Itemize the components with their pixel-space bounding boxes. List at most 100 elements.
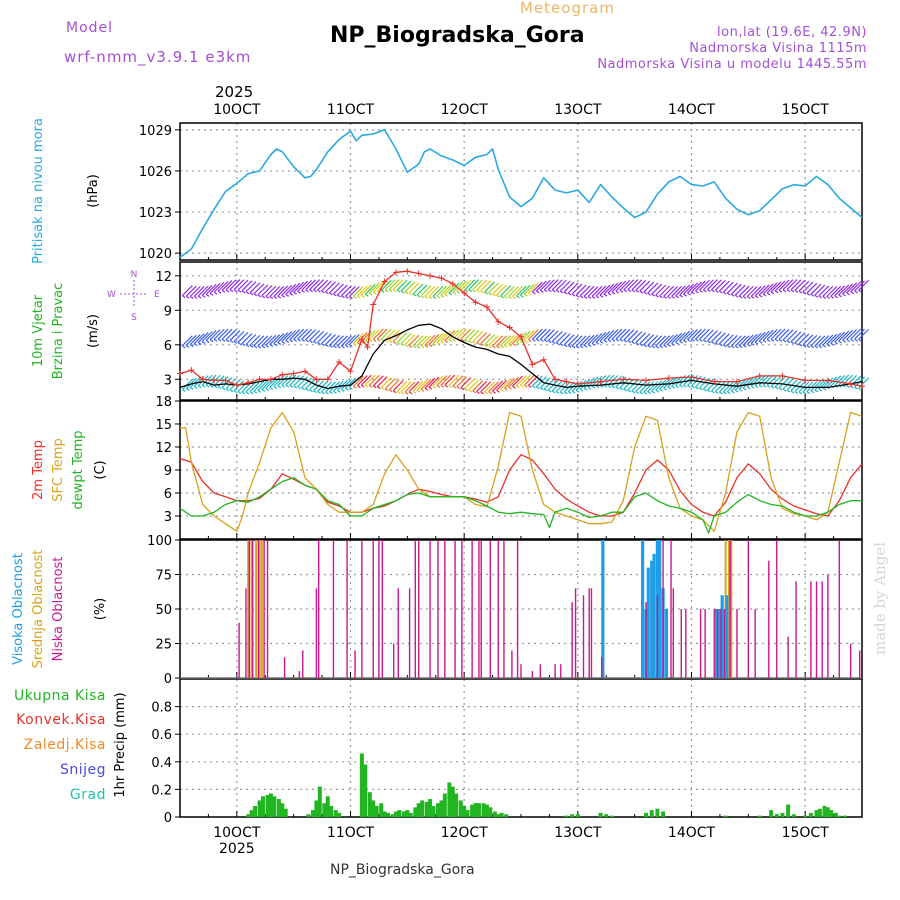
wind-barb <box>531 375 543 387</box>
wind-barb <box>766 292 771 296</box>
wind-barb <box>337 345 341 349</box>
wind-barb <box>547 389 552 393</box>
precip-bar <box>488 807 493 817</box>
wind-barb <box>619 338 624 342</box>
wind-barb <box>376 376 388 388</box>
wind-barb <box>758 330 770 342</box>
wind-barb <box>309 339 313 343</box>
wind-barb <box>615 290 620 294</box>
wind-barb <box>456 376 468 388</box>
wind-barb <box>695 280 706 292</box>
wind-barb <box>715 289 719 293</box>
wind-barb <box>325 381 336 393</box>
wind-barb <box>392 340 397 344</box>
wind-barb <box>583 387 588 391</box>
wind-barb <box>345 344 349 348</box>
wind-barb <box>337 294 341 298</box>
gust-marker <box>404 268 411 275</box>
year-label-top: 2025 <box>215 83 254 101</box>
cloud-side-label-3: Niska Oblacnost <box>51 557 66 662</box>
wind-barb <box>786 340 791 344</box>
wind-barb <box>615 386 620 390</box>
x-tick-label-bottom: 10OCT <box>213 825 261 841</box>
wind-barb <box>539 387 544 391</box>
wind-barb <box>400 290 405 294</box>
wind-barb <box>368 339 373 343</box>
wind-barb <box>281 374 293 386</box>
wind-barb <box>213 338 218 342</box>
wind-barb <box>722 291 727 295</box>
wind-barb <box>683 384 687 388</box>
precip-bar <box>442 793 447 817</box>
wind-barb <box>535 376 547 388</box>
wind-barb <box>651 390 656 394</box>
wind-barb <box>289 384 294 388</box>
wind-barb <box>627 340 632 344</box>
wind-barb <box>221 338 226 342</box>
wind-barb <box>814 345 819 349</box>
wind-barb <box>523 283 535 295</box>
wind-barb <box>209 292 214 296</box>
precip-bar <box>386 812 391 817</box>
wind-barb <box>734 335 746 347</box>
precip-side-label: 1hr Precip (mm) <box>113 692 128 797</box>
wind-barb <box>476 289 481 293</box>
wind-barb <box>571 335 583 347</box>
wind-barb <box>253 345 258 349</box>
wind-barb <box>205 283 217 295</box>
wind-barb <box>754 285 766 297</box>
wind-barb <box>635 391 640 395</box>
wind-barb <box>265 344 270 348</box>
wind-barb <box>726 381 738 393</box>
wind-barb <box>599 284 611 296</box>
wind-barb <box>460 377 472 389</box>
wind-barb <box>738 345 743 349</box>
wind-barb <box>209 339 214 343</box>
cloud-low-bar <box>414 540 416 678</box>
y-tick-label: 1029 <box>139 124 172 139</box>
wind-barb <box>273 285 285 297</box>
wind-barb <box>599 340 604 344</box>
wind-barb <box>615 328 627 340</box>
cloud-mid-bar <box>250 540 253 678</box>
wind-barb <box>714 332 726 344</box>
wind-barb <box>512 385 516 389</box>
wind-barb <box>842 293 847 297</box>
wind-barb <box>607 384 612 388</box>
wind-barb <box>607 339 612 343</box>
wind-barb <box>297 386 301 390</box>
wind-barb <box>591 295 596 299</box>
wind-barb <box>814 335 826 347</box>
wind-barb <box>770 281 782 293</box>
wind-barb <box>313 331 324 342</box>
wind-barb <box>838 284 850 296</box>
precip-bar <box>405 810 410 817</box>
wind-barb <box>496 345 500 349</box>
wind-barb <box>364 283 376 295</box>
precip-bar <box>825 807 830 817</box>
wind-barb <box>583 334 595 346</box>
wind-barb <box>746 295 751 299</box>
wind-barb <box>782 289 787 293</box>
wind-barb <box>512 342 516 346</box>
wind-barb <box>516 285 527 297</box>
wind-barb <box>639 391 644 395</box>
wind-barb <box>782 329 794 341</box>
wind-barb <box>571 345 576 349</box>
x-tick-label-top: 15OCT <box>782 102 830 118</box>
precip-bar <box>462 805 467 817</box>
wind-barb <box>277 375 289 387</box>
wind-barb <box>854 386 858 390</box>
wind-barb <box>651 293 656 297</box>
wind-barb <box>663 344 667 348</box>
wind-barb <box>317 279 328 291</box>
x-tick-label-bottom: 11OCT <box>327 825 375 841</box>
wind-barb <box>762 283 774 295</box>
precip-bar <box>604 814 609 817</box>
wind-barb <box>337 284 348 296</box>
wind-barb <box>456 328 468 340</box>
wind-barb <box>774 290 779 294</box>
wind-barb <box>464 279 476 291</box>
wind-barb <box>468 289 473 293</box>
wind-barb <box>818 335 830 347</box>
